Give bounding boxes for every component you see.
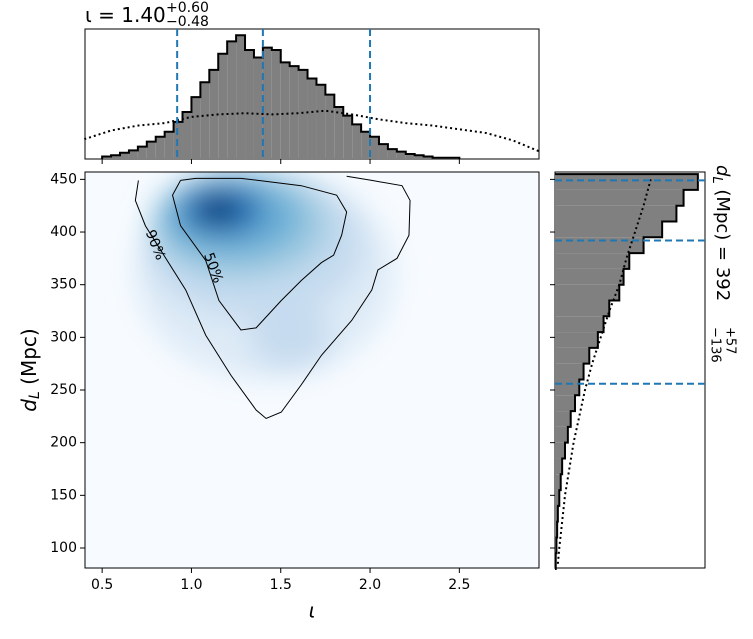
hist-bar — [102, 156, 112, 159]
hist-bar — [414, 155, 424, 159]
hist-bar — [334, 107, 344, 159]
x-tick-label: 1.5 — [270, 577, 292, 593]
prior-line — [556, 179, 652, 564]
y-tick-label: 200 — [50, 435, 77, 451]
prior-line — [83, 109, 541, 153]
x-title-plus: +0.60 — [166, 0, 209, 16]
x-title: ι = 1.40 — [85, 3, 166, 27]
y-title: dL (Mpc) = 392 +57 −136 — [708, 165, 738, 363]
hist-bar — [555, 379, 580, 396]
hist-bar — [146, 141, 156, 159]
hist-bar — [191, 97, 201, 159]
hist-bar — [555, 521, 558, 538]
x-title-minus: −0.48 — [166, 14, 209, 30]
y-tick-label: 400 — [50, 224, 77, 240]
hist-bar — [378, 144, 388, 159]
hist-outline — [554, 173, 699, 571]
contours — [134, 175, 411, 420]
y-label-sub: L — [27, 391, 43, 399]
hist-bar — [555, 268, 624, 285]
hist-bar — [271, 50, 281, 159]
hist-bar — [280, 62, 290, 159]
hist-bar — [555, 505, 558, 522]
hist-bar — [182, 111, 192, 159]
hist-bar — [405, 154, 415, 159]
hist-bar — [555, 316, 604, 333]
hist-bar — [227, 41, 237, 159]
hist-bar — [370, 136, 379, 159]
y-tick-label: 250 — [50, 382, 77, 398]
hist-outline — [101, 34, 461, 159]
hist-bar — [316, 84, 326, 159]
hist-bar — [111, 155, 121, 159]
hist-bar — [555, 395, 575, 412]
hist-bar — [289, 66, 299, 159]
x-label: ι — [309, 599, 316, 623]
y-title-text: (Mpc) = 392 — [712, 184, 733, 302]
y-tick-label: 450 — [50, 171, 77, 187]
hist-bar — [137, 146, 147, 159]
y-label-symbol: d — [17, 399, 41, 412]
hist-bar — [555, 205, 677, 222]
hist-bar — [352, 124, 362, 159]
hist-bar — [555, 458, 563, 475]
x-tick-label: 0.5 — [91, 577, 113, 593]
hist-bar — [164, 131, 174, 159]
hist-bar — [128, 150, 138, 159]
hist-bar — [555, 221, 663, 238]
hist-bar — [555, 284, 620, 301]
y-title-plus: +57 — [723, 327, 738, 354]
x-tick-label: 1.0 — [180, 577, 202, 593]
hist-bar — [396, 151, 406, 159]
y-tick-label: 150 — [50, 487, 77, 503]
hist-bar — [555, 174, 698, 190]
hist-bar — [298, 69, 308, 159]
y-tick-label: 100 — [50, 540, 77, 556]
hist-bar — [120, 152, 129, 159]
y-tick-label: 350 — [50, 277, 77, 293]
y-label-unit: (Mpc) — [17, 328, 41, 391]
hist-bar — [343, 115, 353, 159]
y-title-symbol: d — [712, 165, 733, 177]
hist-bar — [236, 35, 246, 159]
hist-bar — [555, 300, 610, 317]
hist-bar — [423, 156, 433, 159]
hist-bar — [555, 347, 590, 364]
y-tick-label: 300 — [50, 329, 77, 345]
svg-text:dL (Mpc) = 392: dL (Mpc) = 392 — [710, 165, 734, 301]
hist-bar — [325, 94, 335, 159]
hist-bar — [253, 57, 263, 159]
density-heatmap — [85, 172, 539, 568]
hist-bar — [555, 490, 560, 506]
hist-bar — [555, 363, 584, 380]
hist-bar — [245, 50, 254, 159]
hist-bar — [361, 131, 371, 159]
contour-line — [171, 177, 348, 331]
contour-line — [134, 175, 411, 420]
hist-bar — [555, 253, 630, 269]
hist-bar — [155, 136, 165, 159]
hist-bar — [555, 332, 598, 348]
hist-bar — [555, 474, 561, 491]
hist-bar — [218, 53, 228, 160]
x-title-text: ι = 1.40 — [85, 3, 166, 27]
hist-bar — [307, 78, 317, 159]
y-label: dL (Mpc) — [17, 328, 44, 411]
y-title-sub: L — [710, 176, 725, 183]
y-title-minus: −136 — [708, 327, 723, 363]
hist-bar — [555, 189, 684, 206]
main-frame — [84, 171, 540, 569]
hist-bar — [200, 82, 210, 159]
hist-bar — [555, 426, 568, 443]
hist-bar — [555, 442, 565, 459]
x-tick-label: 2.5 — [448, 577, 470, 593]
x-tick-label: 2.0 — [359, 577, 381, 593]
hist-bar — [209, 69, 219, 159]
hist-bar — [387, 149, 397, 159]
hist-bar — [262, 47, 272, 160]
hist-bar — [555, 411, 571, 427]
